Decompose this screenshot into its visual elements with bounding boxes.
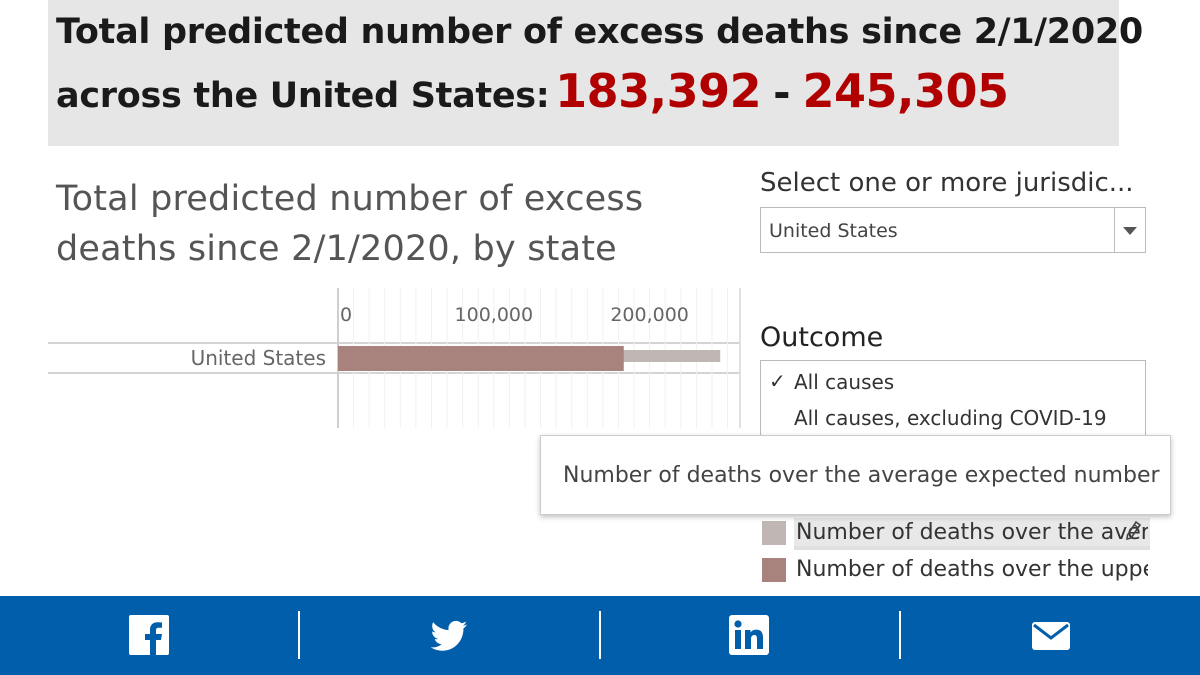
- range-high-value: 245,305: [802, 64, 1010, 118]
- jurisdiction-dropdown[interactable]: United States: [760, 207, 1146, 253]
- x-tick-label: 100,000: [455, 304, 534, 326]
- range-low-value: 183,392: [555, 64, 762, 118]
- share-facebook-button[interactable]: [0, 596, 300, 675]
- legend-swatch-average: [762, 521, 786, 545]
- outcome-filter-label: Outcome: [760, 322, 884, 353]
- share-bar: [0, 596, 1200, 675]
- excess-deaths-bar-chart: 0 100,000 200,000 United States: [48, 288, 741, 428]
- outcome-option-all-causes[interactable]: All causes: [794, 370, 895, 394]
- legend-swatch-upper: [762, 558, 786, 582]
- checkmark-icon: ✓: [769, 369, 786, 393]
- chevron-down-icon: [1123, 227, 1137, 235]
- twitter-icon: [430, 620, 467, 651]
- share-linkedin-button[interactable]: [600, 596, 900, 675]
- dropdown-toggle[interactable]: [1114, 208, 1145, 252]
- banner-title-lead: across the United States:: [56, 76, 550, 116]
- share-twitter-button[interactable]: [300, 596, 600, 675]
- legend-item-average[interactable]: Number of deaths over the avera: [760, 518, 1150, 550]
- legend-label-average: Number of deaths over the avera: [796, 520, 1148, 545]
- email-icon: [1032, 622, 1070, 650]
- pencil-edit-icon[interactable]: [1124, 520, 1142, 542]
- share-divider: [599, 611, 601, 659]
- legend-tooltip: Number of deaths over the average expect…: [540, 435, 1171, 515]
- tooltip-text: Number of deaths over the average expect…: [563, 463, 1160, 488]
- legend-hover-highlight: [794, 518, 1150, 548]
- facebook-icon: [129, 615, 169, 655]
- chart-title: Total predicted number of excess deaths …: [56, 179, 644, 269]
- legend-item-upper[interactable]: Number of deaths over the upper...: [760, 555, 1150, 585]
- share-divider: [899, 611, 901, 659]
- outcome-option-excluding-covid[interactable]: All causes, excluding COVID-19: [794, 406, 1107, 430]
- linkedin-icon: [729, 615, 769, 655]
- legend-label-upper: Number of deaths over the upper...: [796, 557, 1148, 582]
- category-label-united-states: United States: [191, 346, 326, 370]
- legend-hover-underline: [794, 546, 1150, 550]
- share-divider: [298, 611, 300, 659]
- jurisdiction-dropdown-value: United States: [769, 220, 898, 242]
- summary-banner: Total predicted number of excess deaths …: [48, 0, 1143, 146]
- banner-title-line1: Total predicted number of excess deaths …: [56, 12, 1143, 52]
- x-tick-label: 0: [340, 304, 352, 326]
- x-tick-label: 200,000: [610, 304, 689, 326]
- bar-upper-bound[interactable]: [338, 346, 624, 371]
- share-email-button[interactable]: [900, 596, 1200, 675]
- banner-title-line2: across the United States: 183,392-245,30…: [56, 64, 1009, 118]
- range-separator: -: [773, 68, 791, 117]
- jurisdiction-filter-label: Select one or more jurisdic...: [760, 168, 1134, 198]
